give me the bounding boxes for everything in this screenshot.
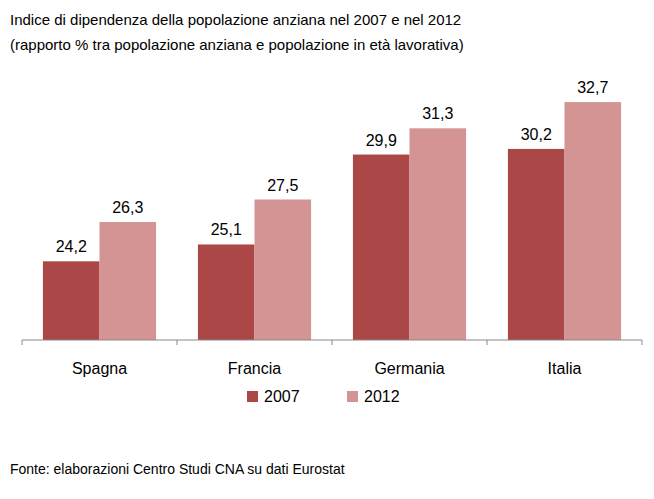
- category-separator: [177, 340, 178, 345]
- data-label: 31,3: [422, 105, 453, 122]
- legend-swatch: [247, 391, 258, 402]
- category-separator: [642, 340, 643, 345]
- data-label: 25,1: [211, 221, 242, 238]
- legend-label: 2012: [364, 388, 400, 405]
- data-label: 27,5: [267, 177, 298, 194]
- subtitle: (rapporto % tra popolazione anziana e po…: [10, 36, 464, 53]
- bar: [198, 244, 255, 340]
- bar: [353, 155, 410, 340]
- chart-container: Indice di dipendenza della popolazione a…: [0, 0, 654, 499]
- bar: [565, 102, 622, 340]
- legend-swatch: [347, 391, 358, 402]
- bar: [410, 128, 467, 340]
- data-label: 29,9: [366, 132, 397, 149]
- data-label: 24,2: [56, 238, 87, 255]
- x-tick-label: Germania: [374, 360, 444, 377]
- title: Indice di dipendenza della popolazione a…: [10, 11, 461, 28]
- x-tick-label: Italia: [548, 360, 582, 377]
- bars: [43, 102, 621, 340]
- data-labels: 24,2 25,1 29,9 30,2 26,3 27,5 31,3 32,7: [56, 79, 609, 255]
- legend: 2007 2012: [247, 388, 400, 405]
- category-separator: [22, 340, 23, 345]
- chart-svg: Indice di dipendenza della popolazione a…: [0, 0, 654, 499]
- legend-label: 2007: [264, 388, 300, 405]
- bar: [100, 222, 157, 340]
- bar: [508, 149, 565, 340]
- data-label: 26,3: [112, 199, 143, 216]
- data-label: 30,2: [521, 126, 552, 143]
- bar: [255, 200, 312, 341]
- x-tick-label: Spagna: [72, 360, 127, 377]
- bar: [43, 261, 100, 340]
- data-label: 32,7: [577, 79, 608, 96]
- x-tick-label: Francia: [228, 360, 281, 377]
- category-separator: [332, 340, 333, 345]
- source: Fonte: elaborazioni Centro Studi CNA su …: [10, 461, 345, 477]
- category-separator: [487, 340, 488, 345]
